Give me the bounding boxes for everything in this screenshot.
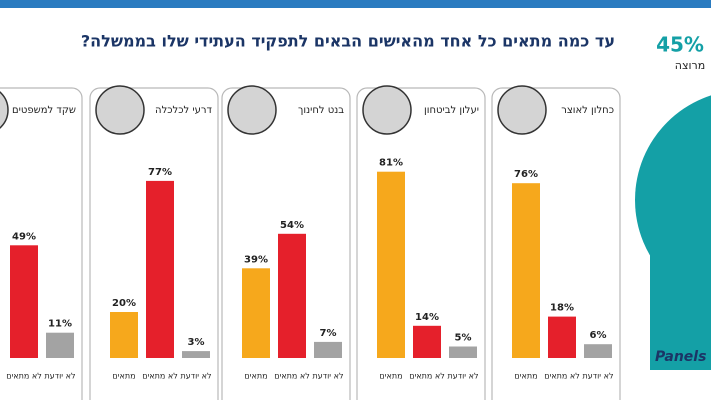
- bar: [512, 183, 540, 358]
- panel-title: כחלון לאוצר: [561, 105, 614, 116]
- category-label: לא יודעת: [447, 372, 478, 381]
- category-label: לא מתאים: [274, 372, 310, 381]
- bar: [314, 341, 342, 358]
- panel-title: דרעי לכלכלה: [155, 105, 212, 116]
- bar: [449, 346, 477, 358]
- value-label: 6%: [590, 330, 607, 341]
- category-label: מתאים: [379, 372, 402, 381]
- portrait: [0, 91, 9, 129]
- category-label: מתאים: [112, 372, 135, 381]
- value-label: 14%: [415, 312, 439, 323]
- value-label: 76%: [514, 169, 538, 180]
- category-label: לא יודעת: [312, 372, 343, 381]
- category-label: מתאים: [514, 372, 537, 381]
- value-label: 18%: [550, 303, 574, 314]
- value-label: 81%: [379, 158, 403, 169]
- category-label: לא מתאים: [142, 372, 178, 381]
- portrait: [497, 85, 547, 135]
- bar: [46, 332, 74, 358]
- value-label: 54%: [280, 220, 304, 231]
- bar: [413, 325, 441, 358]
- category-label: לא מתאים: [544, 372, 580, 381]
- value-label: 49%: [12, 231, 36, 242]
- bar: [10, 245, 38, 358]
- category-label: לא מתאים: [409, 372, 445, 381]
- panel-title: בנט לחינוך: [298, 105, 344, 116]
- bar: [242, 268, 270, 358]
- panel-title: שקד למשפטים: [12, 105, 76, 116]
- value-label: 20%: [112, 298, 136, 309]
- category-label: מתאים: [244, 372, 267, 381]
- bar: [584, 344, 612, 358]
- bar: [182, 351, 210, 358]
- portrait: [95, 85, 145, 135]
- bar: [278, 233, 306, 358]
- top-strip: [0, 0, 711, 8]
- portrait: [227, 85, 277, 135]
- title: עד כמה מתאים כל אחד מהאישים הבאים לתפקיד…: [81, 32, 615, 51]
- bar: [377, 171, 405, 358]
- category-label: לא יודעת: [582, 372, 613, 381]
- category-label: לא יודעת: [44, 372, 75, 381]
- side-percent: 45%: [656, 33, 704, 57]
- panel-title: יעלון לביטחון: [424, 105, 479, 116]
- category-label: לא יודעת: [180, 372, 211, 381]
- bar: [110, 312, 138, 358]
- value-label: 7%: [320, 328, 337, 339]
- side-label: מרוצה: [675, 59, 705, 72]
- value-label: 3%: [188, 337, 205, 348]
- side-box: [650, 235, 711, 370]
- category-label: לא מתאים: [6, 372, 42, 381]
- value-label: 39%: [244, 254, 268, 265]
- value-label: 77%: [148, 167, 172, 178]
- value-label: 5%: [455, 333, 472, 344]
- bar: [146, 180, 174, 358]
- logo: Panels: [655, 349, 706, 365]
- bar: [548, 316, 576, 358]
- value-label: 11%: [48, 319, 72, 330]
- portrait: [362, 85, 412, 135]
